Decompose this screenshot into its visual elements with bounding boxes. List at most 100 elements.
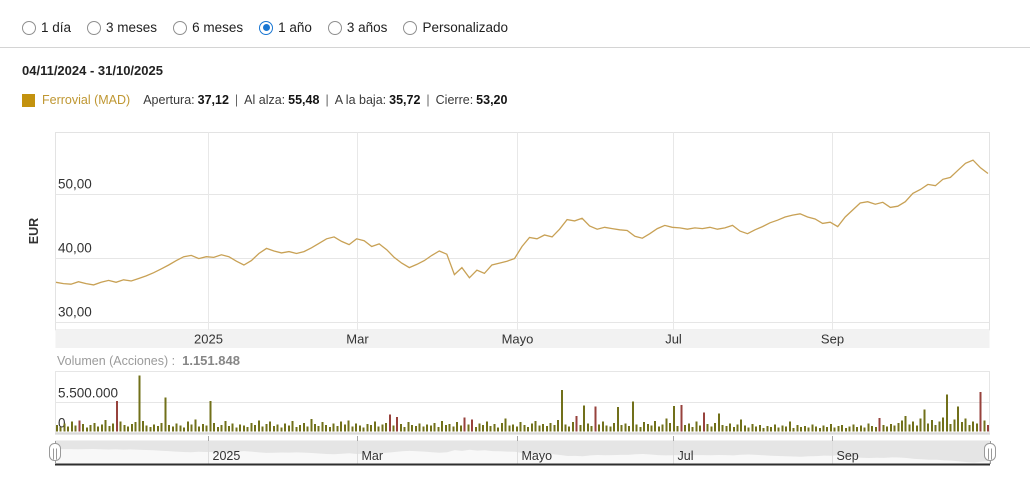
volume-bar — [695, 421, 698, 432]
volume-bar — [160, 422, 163, 432]
legend-field-high: Al alza: 55,48 | — [244, 93, 329, 107]
volume-bar — [631, 401, 634, 432]
volume-bar — [156, 426, 159, 432]
volume-bar — [224, 421, 227, 432]
volume-bar — [979, 392, 982, 432]
period-option-3-meses[interactable]: 3 meses — [87, 20, 157, 35]
volume-bar — [463, 417, 466, 432]
volume-bar — [815, 426, 818, 432]
period-option-6-meses[interactable]: 6 meses — [173, 20, 243, 35]
volume-bar — [968, 425, 971, 432]
volume-bar — [299, 425, 302, 432]
series-name: Ferrovial (MAD) — [42, 93, 131, 107]
volume-bar — [665, 418, 668, 432]
volume-bar — [770, 427, 773, 432]
period-option-3-anos[interactable]: 3 años — [327, 20, 388, 35]
volume-bar — [235, 427, 238, 432]
chart-plot-area[interactable] — [56, 133, 990, 331]
navigator-xtick-label: Mar — [362, 449, 384, 463]
xtick-label: 2025 — [194, 332, 223, 347]
volume-bar — [429, 425, 432, 432]
period-option-1-dia[interactable]: 1 día — [22, 20, 71, 35]
volume-bar — [306, 426, 309, 432]
legend-field-close: Cierre:53,20| — [435, 93, 508, 107]
volume-bar — [927, 423, 930, 432]
volume-bar — [942, 417, 945, 432]
volume-bar — [594, 406, 597, 432]
volume-bar — [915, 425, 918, 432]
volume-bar — [287, 425, 290, 432]
volume-bar — [781, 425, 784, 432]
volume-bar — [310, 419, 313, 432]
period-option-label: 3 años — [346, 20, 388, 35]
volume-bar — [721, 425, 724, 432]
volume-bar — [175, 423, 178, 432]
volume-bar — [321, 422, 324, 432]
volume-bar — [972, 421, 975, 432]
volume-bar — [433, 422, 436, 432]
volume-bar — [471, 419, 474, 432]
volume-bar — [456, 422, 459, 432]
volume-bar — [74, 425, 77, 432]
period-option-personalizado[interactable]: Personalizado — [403, 20, 508, 35]
radio-selected-icon — [259, 20, 274, 35]
volume-bar — [59, 427, 62, 432]
volume-bar — [960, 422, 963, 432]
volume-bar — [63, 423, 66, 432]
volume-bar — [474, 427, 477, 432]
period-selector: 1 día 3 meses 6 meses 1 año 3 años Perso… — [22, 20, 508, 35]
volume-bar — [542, 423, 545, 432]
volume-bar — [407, 422, 410, 432]
navigator-xtick-label: Mayo — [522, 449, 553, 463]
volume-bar — [863, 427, 866, 432]
volume-value: 1.151.848 — [182, 353, 240, 368]
volume-bar — [878, 417, 881, 432]
volume-bar — [396, 416, 399, 432]
volume-bar — [755, 426, 758, 432]
volume-bar — [762, 428, 765, 432]
volume-bar — [635, 424, 638, 432]
volume-bar — [448, 423, 451, 432]
volume-bar — [399, 423, 402, 432]
volume-bar — [938, 421, 941, 432]
volume-bar — [119, 421, 122, 432]
volume-bar — [347, 420, 350, 432]
volume-bar — [534, 421, 537, 432]
volume-bar — [560, 390, 563, 432]
volume-bar — [138, 375, 141, 432]
volume-bar — [467, 424, 470, 432]
volume-bar — [571, 422, 574, 432]
radio-icon — [173, 20, 188, 35]
period-option-label: Personalizado — [422, 20, 508, 35]
volume-bar — [949, 423, 952, 432]
volume-bar — [508, 425, 511, 432]
nav-handle-left[interactable] — [49, 441, 61, 464]
volume-bar — [437, 427, 440, 432]
volume-bar — [538, 425, 541, 432]
volume-bar — [515, 426, 518, 432]
volume-bar — [841, 425, 844, 432]
volume-bar — [313, 423, 316, 432]
volume-bar — [579, 425, 582, 432]
volume-bar — [904, 416, 907, 432]
navigator-xtick-label: 2025 — [213, 449, 241, 463]
volume-bar — [792, 428, 795, 432]
period-option-1-ano[interactable]: 1 año — [259, 20, 312, 35]
volume-bar — [485, 421, 488, 432]
volume-bar — [586, 423, 589, 432]
volume-bar — [366, 423, 369, 432]
nav-handle-right[interactable] — [984, 441, 996, 464]
volume-bar — [239, 424, 242, 432]
volume-bar — [773, 424, 776, 432]
volume-bar — [70, 421, 73, 432]
volume-bar — [168, 425, 171, 432]
radio-icon — [87, 20, 102, 35]
volume-bar — [833, 427, 836, 432]
volume-bar — [201, 423, 204, 432]
volume-bar — [691, 427, 694, 432]
volume-bar — [56, 425, 58, 432]
volume-bar — [777, 427, 780, 432]
price-line — [55, 159, 989, 286]
